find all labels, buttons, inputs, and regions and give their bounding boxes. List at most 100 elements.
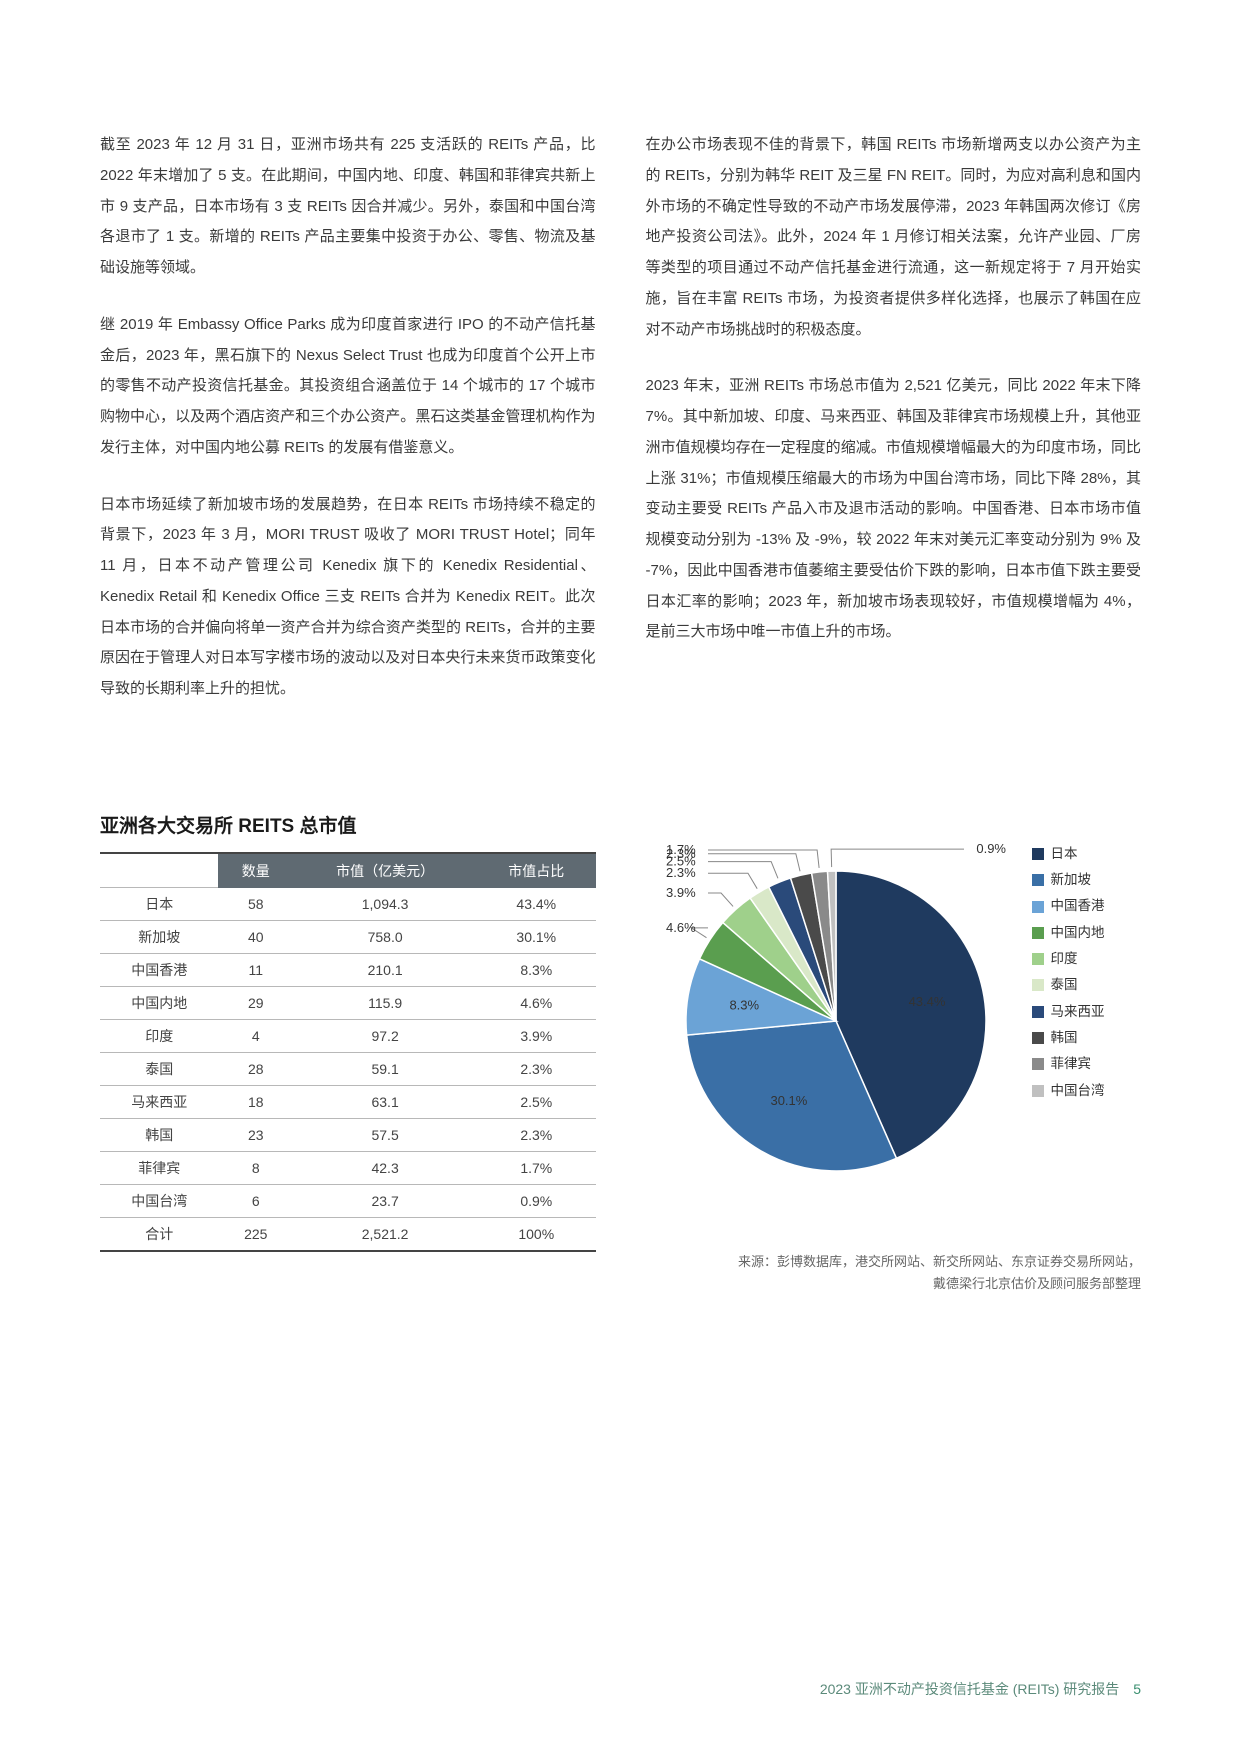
table-row: 韩国2357.52.3% — [100, 1119, 596, 1152]
table-cell: 758.0 — [293, 921, 477, 954]
table-cell: 马来西亚 — [100, 1086, 218, 1119]
legend-swatch — [1032, 953, 1044, 965]
table-row: 马来西亚1863.12.5% — [100, 1086, 596, 1119]
source-note: 来源：彭博数据库，港交所网站、新交所网站、东京证券交易所网站， 戴德梁行北京估价… — [646, 1251, 1142, 1295]
table-cell: 4 — [218, 1020, 293, 1053]
table-cell: 韩国 — [100, 1119, 218, 1152]
table-header: 市值占比 — [477, 853, 595, 888]
pie-slice-label: 0.9% — [976, 841, 1006, 856]
table-cell: 新加坡 — [100, 921, 218, 954]
table-cell: 中国内地 — [100, 987, 218, 1020]
legend-swatch — [1032, 874, 1044, 886]
right-column: 在办公市场表现不佳的背景下，韩国 REITs 市场新增两支以办公资产为主的 RE… — [646, 130, 1142, 731]
body-columns: 截至 2023 年 12 月 31 日，亚洲市场共有 225 支活跃的 REIT… — [100, 130, 1141, 731]
table-row: 菲律宾842.31.7% — [100, 1152, 596, 1185]
table-cell: 115.9 — [293, 987, 477, 1020]
para: 截至 2023 年 12 月 31 日，亚洲市场共有 225 支活跃的 REIT… — [100, 130, 596, 284]
table-row: 中国香港11210.18.3% — [100, 954, 596, 987]
table-cell: 63.1 — [293, 1086, 477, 1119]
table-cell: 59.1 — [293, 1053, 477, 1086]
legend-item: 泰国 — [1032, 972, 1105, 998]
table-cell: 23.7 — [293, 1185, 477, 1218]
table-header: 数量 — [218, 853, 293, 888]
legend-item: 印度 — [1032, 946, 1105, 972]
pie-slice-label: 30.1% — [770, 1093, 807, 1108]
pie-slice-label: 1.7% — [666, 842, 696, 857]
left-column: 截至 2023 年 12 月 31 日，亚洲市场共有 225 支活跃的 REIT… — [100, 130, 596, 731]
legend-item: 马来西亚 — [1032, 999, 1105, 1025]
table-row: 日本581,094.343.4% — [100, 888, 596, 921]
table-cell: 100% — [477, 1218, 595, 1252]
pie-slice-label: 3.9% — [666, 885, 696, 900]
table-header — [100, 853, 218, 888]
table-row: 中国内地29115.94.6% — [100, 987, 596, 1020]
pie-slice-label: 8.3% — [729, 997, 759, 1012]
table-cell: 40 — [218, 921, 293, 954]
table-cell: 58 — [218, 888, 293, 921]
pie-chart: 43.4%30.1%8.3%4.6%3.9%2.3%2.5%2.3%1.7%0.… — [646, 811, 1026, 1211]
table-cell: 28 — [218, 1053, 293, 1086]
legend-label: 中国香港 — [1051, 893, 1105, 919]
table-cell: 97.2 — [293, 1020, 477, 1053]
table-cell: 57.5 — [293, 1119, 477, 1152]
table-cell: 23 — [218, 1119, 293, 1152]
legend-item: 中国内地 — [1032, 920, 1105, 946]
table-cell: 印度 — [100, 1020, 218, 1053]
table-cell: 0.9% — [477, 1185, 595, 1218]
table-cell: 30.1% — [477, 921, 595, 954]
pie-legend: 日本新加坡中国香港中国内地印度泰国马来西亚韩国菲律宾中国台湾 — [1032, 841, 1105, 1104]
table-cell: 1,094.3 — [293, 888, 477, 921]
legend-swatch — [1032, 979, 1044, 991]
lower-section: 亚洲各大交易所 REITS 总市值 数量市值（亿美元）市值占比 日本581,09… — [100, 811, 1141, 1295]
table-cell: 日本 — [100, 888, 218, 921]
legend-label: 韩国 — [1051, 1025, 1078, 1051]
legend-item: 中国台湾 — [1032, 1078, 1105, 1104]
table-row: 中国台湾623.70.9% — [100, 1185, 596, 1218]
para: 日本市场延续了新加坡市场的发展趋势，在日本 REITs 市场持续不稳定的背景下，… — [100, 490, 596, 705]
legend-label: 马来西亚 — [1051, 999, 1105, 1025]
table-cell: 3.9% — [477, 1020, 595, 1053]
legend-swatch — [1032, 848, 1044, 860]
table-cell: 18 — [218, 1086, 293, 1119]
legend-label: 印度 — [1051, 946, 1078, 972]
table-cell: 2.3% — [477, 1053, 595, 1086]
table-cell: 菲律宾 — [100, 1152, 218, 1185]
page-footer: 2023 亚洲不动产投资信托基金 (REITs) 研究报告 5 — [820, 1679, 1141, 1699]
page-number: 5 — [1133, 1681, 1141, 1697]
legend-item: 新加坡 — [1032, 867, 1105, 893]
legend-label: 中国内地 — [1051, 920, 1105, 946]
table-row: 合计2252,521.2100% — [100, 1218, 596, 1252]
source-line: 来源：彭博数据库，港交所网站、新交所网站、东京证券交易所网站， — [646, 1251, 1142, 1273]
table-block: 亚洲各大交易所 REITS 总市值 数量市值（亿美元）市值占比 日本581,09… — [100, 811, 596, 1295]
table-header: 市值（亿美元） — [293, 853, 477, 888]
legend-swatch — [1032, 901, 1044, 913]
table-row: 新加坡40758.030.1% — [100, 921, 596, 954]
legend-swatch — [1032, 927, 1044, 939]
table-row: 泰国2859.12.3% — [100, 1053, 596, 1086]
legend-item: 韩国 — [1032, 1025, 1105, 1051]
pie-slice-label: 43.4% — [908, 994, 945, 1009]
table-cell: 29 — [218, 987, 293, 1020]
legend-label: 菲律宾 — [1051, 1051, 1092, 1077]
table-cell: 1.7% — [477, 1152, 595, 1185]
legend-item: 菲律宾 — [1032, 1051, 1105, 1077]
legend-swatch — [1032, 1085, 1044, 1097]
table-cell: 合计 — [100, 1218, 218, 1252]
legend-item: 日本 — [1032, 841, 1105, 867]
source-line: 戴德梁行北京估价及顾问服务部整理 — [646, 1273, 1142, 1295]
legend-label: 泰国 — [1051, 972, 1078, 998]
table-cell: 中国台湾 — [100, 1185, 218, 1218]
legend-swatch — [1032, 1032, 1044, 1044]
pie-slice-label: 4.6% — [666, 920, 696, 935]
para: 2023 年末，亚洲 REITs 市场总市值为 2,521 亿美元，同比 202… — [646, 371, 1142, 648]
para: 继 2019 年 Embassy Office Parks 成为印度首家进行 I… — [100, 310, 596, 464]
table-cell: 2.3% — [477, 1119, 595, 1152]
table-cell: 11 — [218, 954, 293, 987]
table-cell: 中国香港 — [100, 954, 218, 987]
table-cell: 225 — [218, 1218, 293, 1252]
table-cell: 43.4% — [477, 888, 595, 921]
table-cell: 2.5% — [477, 1086, 595, 1119]
legend-label: 日本 — [1051, 841, 1078, 867]
reits-table: 数量市值（亿美元）市值占比 日本581,094.343.4%新加坡40758.0… — [100, 852, 596, 1253]
table-row: 印度497.23.9% — [100, 1020, 596, 1053]
